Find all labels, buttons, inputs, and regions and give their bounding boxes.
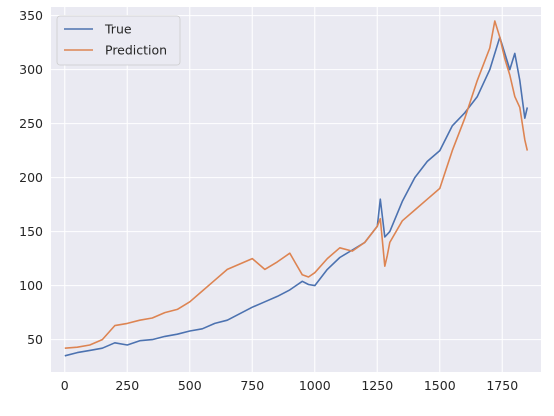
x-tick-label: 1000 — [299, 378, 331, 393]
plot-background — [51, 7, 541, 372]
y-tick-label: 100 — [19, 278, 43, 293]
legend-label-prediction: Prediction — [105, 43, 167, 58]
y-tick-label: 300 — [19, 62, 43, 77]
legend-label-true: True — [104, 22, 132, 37]
x-tick-label: 750 — [240, 378, 264, 393]
x-tick-label: 0 — [61, 378, 69, 393]
x-tick-label: 1500 — [424, 378, 456, 393]
x-tick-label: 1250 — [361, 378, 393, 393]
y-tick-labels: 50 100 150 200 250 300 350 — [19, 8, 43, 347]
x-tick-label: 500 — [178, 378, 202, 393]
series-line-true — [64, 36, 529, 357]
x-tick-labels: 0 250 500 750 1000 1250 1500 1750 — [61, 378, 518, 393]
y-tick-label: 250 — [19, 116, 43, 131]
y-tick-label: 350 — [19, 8, 43, 23]
series-lines — [64, 20, 529, 357]
x-tick-label: 1750 — [486, 378, 518, 393]
legend: True Prediction — [56, 15, 181, 66]
series-line-prediction — [64, 20, 529, 349]
y-tick-label: 150 — [19, 224, 43, 239]
x-tick-label: 250 — [115, 378, 139, 393]
y-tick-label: 200 — [19, 170, 43, 185]
y-tick-label: 50 — [27, 332, 43, 347]
